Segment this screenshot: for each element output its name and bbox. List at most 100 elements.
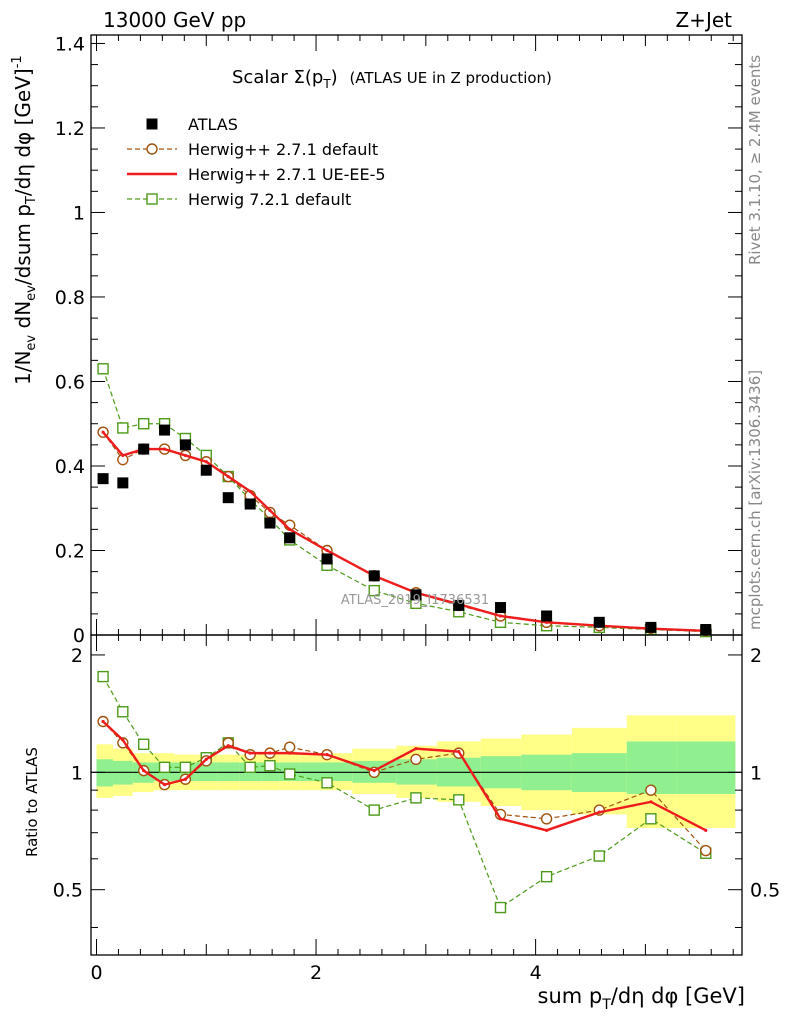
data-point <box>544 828 549 832</box>
main-ytick-label: 0.4 <box>55 456 85 478</box>
data-point <box>284 741 296 753</box>
data-point <box>264 759 276 772</box>
data-point <box>204 757 208 761</box>
data-point <box>494 602 506 614</box>
data-point <box>101 430 105 434</box>
data-point <box>226 744 230 748</box>
data-point <box>453 794 465 806</box>
data-point <box>498 817 503 821</box>
xlabel: sum pT/dη dφ [GeV] <box>538 984 745 1013</box>
data-point <box>321 553 333 565</box>
data-point <box>645 813 657 825</box>
data-point <box>183 453 188 458</box>
data-point <box>700 624 712 636</box>
data-point <box>264 517 276 529</box>
data-point <box>101 719 105 724</box>
data-point <box>142 769 146 773</box>
data-point <box>222 492 234 504</box>
main-ytick-label: 0.8 <box>55 287 85 309</box>
legend-label: Herwig++ 2.7.1 UE-EE-5 <box>188 165 386 184</box>
data-point <box>704 828 708 832</box>
data-point <box>544 620 549 624</box>
data-point <box>541 610 553 622</box>
data-point <box>597 810 601 814</box>
data-point <box>284 768 296 780</box>
data-point <box>410 753 422 765</box>
data-point <box>162 447 167 451</box>
data-point <box>700 844 712 857</box>
legend-label: Herwig++ 2.7.1 default <box>188 140 378 159</box>
main-ytick-label: 0.2 <box>55 540 85 562</box>
plot-title: Scalar Σ(pT) (ATLAS UE in Z production) <box>232 67 552 91</box>
data-point <box>321 777 333 789</box>
ratio-ylabel: Ratio to ATLAS <box>23 747 41 857</box>
data-point <box>137 418 150 430</box>
data-point <box>162 783 167 787</box>
data-point <box>284 532 296 544</box>
main-ytick-label: 1.4 <box>55 33 85 55</box>
data-point <box>372 769 376 773</box>
xtick-label: 2 <box>310 962 322 984</box>
data-point <box>540 813 553 825</box>
data-point <box>158 761 171 774</box>
data-point <box>159 424 171 436</box>
legend-label: ATLAS <box>188 115 238 134</box>
data-point <box>494 901 507 914</box>
ratio-frame <box>90 634 743 956</box>
ratio-ytick-label-right: 2 <box>750 645 762 667</box>
data-point <box>146 118 158 130</box>
data-point <box>248 489 252 493</box>
data-point <box>183 777 188 781</box>
data-point <box>226 474 230 479</box>
main-ytick-label: 0.6 <box>55 371 85 393</box>
data-point <box>97 363 109 375</box>
data-point <box>200 464 212 476</box>
ratio-ytick-label-right: 0.5 <box>750 880 780 902</box>
data-point <box>368 570 380 582</box>
band-inner <box>676 741 736 794</box>
data-point <box>593 616 605 628</box>
main-ytick-label: 0 <box>73 625 85 647</box>
data-point <box>248 751 252 755</box>
main-ytick-label: 1 <box>73 202 85 224</box>
data-point <box>179 761 192 774</box>
data-point <box>593 850 605 862</box>
rivet-label: Rivet 3.1.10, ≥ 2.4M events <box>746 55 764 265</box>
data-point <box>117 477 129 489</box>
data-point <box>146 143 158 155</box>
data-point <box>117 422 129 434</box>
xtick-label: 4 <box>530 962 542 984</box>
watermark: ATLAS_2019_I1736531 <box>341 593 489 608</box>
main-ytick-label: 1.2 <box>55 118 85 140</box>
data-point <box>138 443 150 455</box>
data-point <box>117 706 129 718</box>
header-left: 13000 GeV pp <box>103 8 246 32</box>
data-point <box>288 751 292 755</box>
data-point <box>268 751 272 755</box>
data-point <box>97 473 109 485</box>
data-point <box>410 792 422 804</box>
legend-label: Herwig 7.2.1 default <box>188 190 351 209</box>
data-point <box>410 589 422 601</box>
data-point <box>146 193 158 205</box>
data-point <box>179 439 191 451</box>
xtick-label: 0 <box>90 962 102 984</box>
ratio-ytick-label: 2 <box>71 645 83 667</box>
data-point <box>325 753 329 757</box>
data-point <box>137 738 150 750</box>
data-point <box>121 738 125 742</box>
data-point <box>453 599 465 611</box>
data-point <box>414 747 418 751</box>
data-point <box>204 460 208 464</box>
data-point <box>457 750 461 754</box>
data-point <box>264 506 276 519</box>
header-right: Z+Jet <box>675 8 732 32</box>
ratio-ytick-label: 1 <box>71 762 83 784</box>
data-point <box>368 584 380 597</box>
main-ylabel: 1/Nev dNev/dsum pT/dη dφ [GeV]-1 <box>10 55 39 385</box>
data-point <box>649 800 653 804</box>
data-point <box>645 784 657 796</box>
data-point <box>645 621 657 633</box>
ratio-ytick-label-right: 1 <box>750 762 762 784</box>
